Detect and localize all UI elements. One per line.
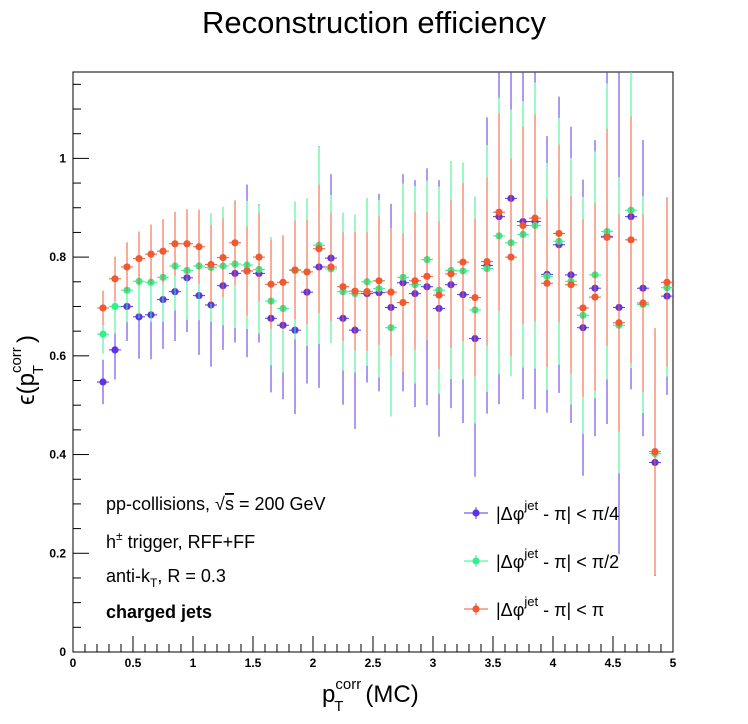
- data-point: [579, 304, 587, 312]
- data-point: [351, 287, 359, 295]
- legend-entry-3: |Δφjet - π| < π: [464, 594, 604, 620]
- data-point: [519, 221, 527, 230]
- data-point: [627, 236, 635, 244]
- legend-entry-2: |Δφjet - π| < π/2: [464, 546, 619, 572]
- data-point: [207, 260, 215, 269]
- legend-entry-1: |Δφjet - π| < π/4: [464, 498, 619, 524]
- legend: |Δφjet - π| < π/4 |Δφjet - π| < π/2 |Δφjet…: [464, 498, 619, 620]
- data-point: [507, 253, 515, 261]
- data-point: [123, 263, 131, 271]
- data-point: [279, 278, 287, 286]
- data-point: [111, 302, 119, 311]
- x-tick-label: 3.5: [485, 656, 502, 670]
- x-tick-label: 0: [70, 656, 77, 670]
- x-tick-label: 3: [430, 656, 437, 670]
- data-point: [531, 214, 539, 222]
- y-tick-label: 1: [59, 151, 66, 165]
- data-series: [97, 72, 673, 576]
- data-point: [591, 293, 599, 301]
- data-point: [147, 250, 155, 258]
- x-tick-label: 1: [190, 656, 197, 670]
- data-point: [243, 267, 251, 275]
- data-point: [651, 447, 659, 456]
- data-point: [327, 263, 335, 271]
- data-point: [111, 275, 119, 283]
- annotation-block: pp-collisions, √s = 200 GeV h± trigger, …: [106, 494, 326, 622]
- data-point: [495, 208, 503, 216]
- data-point: [111, 346, 119, 354]
- y-tick-label: 0.4: [49, 448, 66, 462]
- data-point: [483, 257, 491, 266]
- data-point: [615, 319, 623, 327]
- data-point: [303, 268, 311, 276]
- data-point: [99, 304, 107, 312]
- data-point: [291, 266, 299, 274]
- data-point: [339, 283, 347, 291]
- x-tick-label: 4.5: [605, 656, 622, 670]
- x-axis: 0 0.5 1 1.5 2 2.5 3 3.5 4 4.5 5: [70, 636, 677, 670]
- data-point: [555, 229, 563, 238]
- legend-marker: [472, 557, 480, 565]
- legend-label: |Δφjet - π| < π: [496, 594, 604, 620]
- data-point: [543, 279, 551, 287]
- data-point: [471, 293, 479, 302]
- data-point: [231, 239, 239, 247]
- data-point: [435, 291, 443, 299]
- data-point: [375, 277, 383, 285]
- x-tick-label: 2: [310, 656, 317, 670]
- x-tick-label: 0.5: [125, 656, 142, 670]
- data-point: [219, 254, 227, 262]
- annotation-algorithm: anti-kT, R = 0.3: [106, 566, 226, 590]
- data-point: [459, 258, 467, 266]
- legend-label: |Δφjet - π| < π/4: [496, 498, 619, 524]
- data-point: [315, 245, 323, 253]
- chart-title: Reconstruction efficiency: [202, 5, 547, 40]
- data-point: [603, 233, 611, 241]
- data-point: [399, 298, 407, 307]
- data-point: [567, 281, 575, 289]
- data-point: [387, 288, 395, 296]
- legend-marker: [472, 509, 480, 517]
- data-point: [99, 378, 107, 386]
- y-tick-label: 0.6: [49, 349, 66, 363]
- data-point: [663, 278, 671, 286]
- data-point: [183, 240, 191, 248]
- x-tick-label: 4: [550, 656, 557, 670]
- x-tick-label: 2.5: [365, 656, 382, 670]
- data-point: [195, 243, 203, 251]
- data-point: [99, 330, 107, 338]
- series-3: [97, 113, 673, 575]
- data-point: [255, 253, 263, 261]
- y-tick-label: 0.8: [49, 250, 66, 264]
- data-point: [447, 270, 455, 278]
- data-point: [135, 254, 143, 263]
- data-point: [363, 288, 371, 296]
- annotation-collisions: pp-collisions, √s = 200 GeV: [106, 494, 326, 514]
- data-point: [411, 277, 419, 285]
- annotation-jet-type: charged jets: [106, 602, 212, 622]
- data-point: [159, 247, 167, 255]
- legend-marker: [472, 605, 480, 613]
- x-tick-label: 1.5: [245, 656, 262, 670]
- data-point: [423, 272, 431, 280]
- annotation-trigger: h± trigger, RFF+FF: [106, 529, 255, 552]
- y-tick-label: 0.2: [49, 546, 66, 560]
- y-tick-label: 0: [59, 645, 66, 659]
- data-point: [639, 299, 647, 307]
- y-axis-title: ϵ(pcorr T): [8, 335, 47, 405]
- legend-label: |Δφjet - π| < π/2: [496, 546, 619, 572]
- x-axis-title: pcorr T (MC): [322, 676, 419, 715]
- data-point: [267, 280, 275, 288]
- x-tick-label: 5: [670, 656, 677, 670]
- y-axis: 0 0.2 0.4 0.6 0.8 1: [49, 83, 89, 659]
- data-point: [171, 240, 179, 248]
